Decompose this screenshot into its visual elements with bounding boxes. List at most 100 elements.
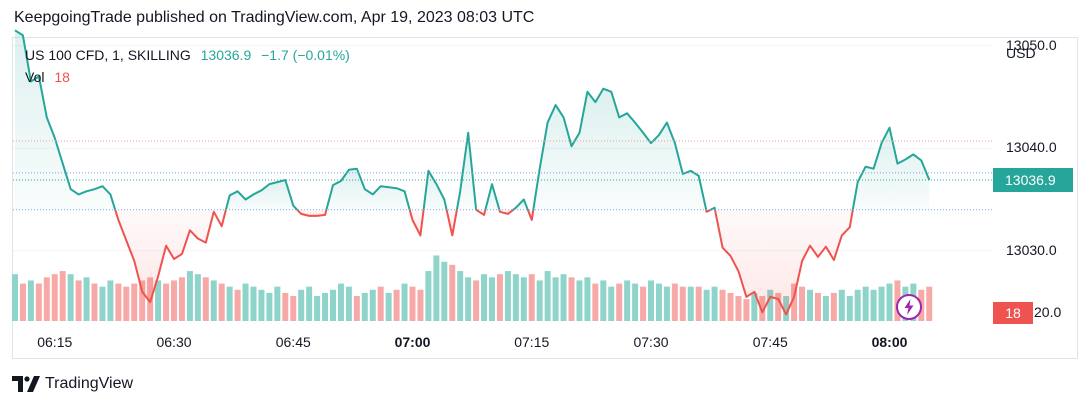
- volume-bar: [377, 286, 384, 321]
- volume-scale-label: 20.0: [1034, 304, 1062, 320]
- volume-bar: [234, 289, 241, 321]
- volume-bar: [655, 283, 662, 321]
- current-volume-tag: 18: [993, 302, 1033, 324]
- volume-bar: [369, 289, 376, 321]
- volume-label[interactable]: Vol: [25, 69, 45, 85]
- area-fill: [225, 180, 298, 210]
- volume-bar: [584, 277, 591, 321]
- volume-bar: [775, 292, 782, 321]
- volume-bar: [353, 296, 360, 321]
- volume-bar: [202, 277, 209, 321]
- price-line-segment: [114, 209, 227, 304]
- volume-bar: [107, 280, 114, 321]
- volume-bar: [711, 286, 718, 321]
- volume-bar: [449, 264, 456, 321]
- x-tick-label: 08:00: [871, 334, 908, 350]
- volume-bar: [393, 289, 400, 321]
- volume-bar: [854, 289, 861, 321]
- volume-bar: [409, 286, 416, 321]
- volume-bar: [481, 274, 488, 321]
- volume-bar: [131, 283, 138, 321]
- volume-bar: [703, 289, 710, 321]
- volume-bar: [115, 283, 122, 321]
- price-line-segment: [408, 209, 425, 237]
- volume-bar: [791, 283, 798, 321]
- x-tick-label: 06:15: [37, 334, 73, 350]
- area-fill: [533, 88, 707, 210]
- volume-bar: [274, 286, 281, 321]
- area-fill: [485, 184, 500, 210]
- currency-label[interactable]: USD: [1006, 45, 1036, 61]
- volume-bar: [616, 283, 623, 321]
- volume-bar: [19, 283, 26, 321]
- volume-bar: [401, 283, 408, 321]
- last-price: 13036.9: [200, 47, 252, 63]
- volume-bar: [385, 292, 392, 321]
- area-fill: [852, 127, 930, 210]
- volume-bar: [528, 274, 535, 321]
- volume-bar: [695, 286, 702, 321]
- chart-frame: [12, 37, 1078, 359]
- volume-bar: [242, 283, 249, 321]
- volume-bar: [504, 271, 511, 321]
- symbol-label[interactable]: US 100 CFD, 1, SKILLING: [25, 47, 191, 63]
- volume-bar: [512, 274, 519, 321]
- publish-caption: KeepgoingTrade published on TradingView.…: [14, 9, 535, 26]
- volume-bar: [862, 286, 869, 321]
- volume-bar: [457, 271, 464, 321]
- lightning-bolt-icon[interactable]: [895, 293, 923, 321]
- x-tick-label: 06:30: [156, 334, 192, 350]
- volume-bar: [123, 286, 130, 321]
- area-fill: [409, 209, 424, 236]
- volume-bar: [814, 292, 821, 321]
- volume-bar: [314, 296, 321, 321]
- volume-bar: [600, 280, 607, 321]
- volume-bar: [489, 277, 495, 321]
- volume-bar: [282, 292, 289, 321]
- area-fill: [423, 170, 447, 210]
- volume-bar: [43, 277, 50, 321]
- volume-bar: [838, 289, 845, 321]
- volume-bar: [536, 280, 543, 321]
- volume-bar: [83, 277, 90, 321]
- volume-bar: [560, 274, 567, 321]
- legend-symbol-row[interactable]: US 100 CFD, 1, SKILLING 13036.9 −1.7 (−0…: [25, 47, 350, 63]
- volume-bar: [727, 292, 734, 321]
- area-fill: [499, 209, 514, 214]
- x-tick-label: 06:45: [275, 334, 311, 350]
- volume-bar: [425, 271, 432, 321]
- volume-bar: [12, 274, 18, 321]
- reference-lines: [13, 140, 993, 211]
- volume-bar: [345, 286, 352, 321]
- price-line-segment: [475, 208, 487, 216]
- volume-bar: [751, 292, 758, 321]
- x-tick-label: 07:15: [514, 334, 550, 350]
- price-line-segment: [455, 131, 478, 210]
- x-tick-label: 07:00: [394, 334, 431, 350]
- volume-bar: [640, 286, 647, 321]
- price-line-segment: [705, 208, 712, 213]
- area-fill: [115, 209, 226, 303]
- volume-bar: [624, 280, 631, 321]
- legend-volume-row[interactable]: Vol 18: [25, 69, 70, 85]
- y-tick-label: 13050.0: [1006, 36, 1057, 53]
- volume-bar: [433, 255, 440, 321]
- volume-bar: [210, 280, 217, 321]
- area-fill: [446, 209, 457, 236]
- volume-bar: [870, 289, 877, 321]
- volume-bar: [663, 286, 670, 321]
- volume-bar: [417, 289, 424, 321]
- volume-bar: [178, 277, 185, 321]
- volume-bar: [290, 296, 297, 321]
- price-line-segment: [296, 209, 328, 217]
- volume-bar: [99, 286, 106, 321]
- volume-bar: [822, 296, 829, 321]
- volume-bar: [496, 274, 503, 321]
- price-line-segment: [14, 29, 117, 211]
- volume-bar: [608, 286, 615, 321]
- x-tick-label: 07:30: [633, 334, 669, 350]
- volume-bar: [719, 289, 726, 321]
- brand[interactable]: TradingView: [12, 375, 133, 393]
- volume-bar: [926, 286, 933, 321]
